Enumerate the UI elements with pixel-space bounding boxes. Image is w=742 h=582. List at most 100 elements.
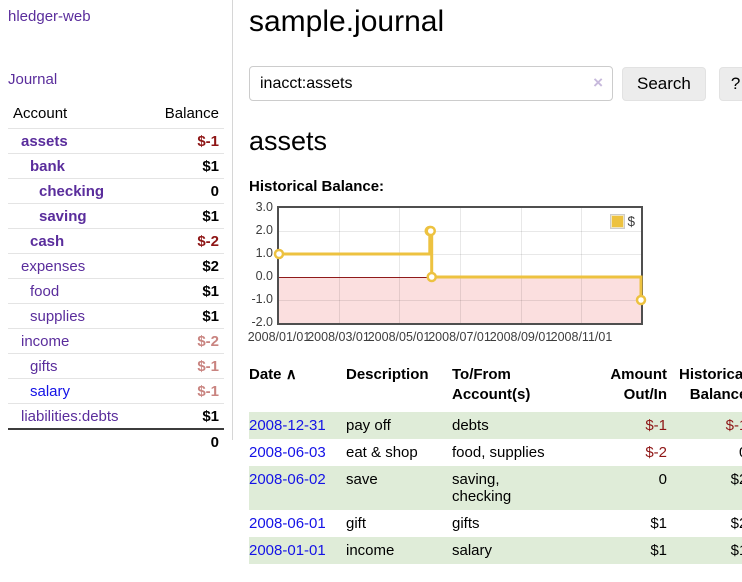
legend-label: $	[627, 214, 635, 229]
register-col-accounts: To/From Account(s)	[452, 363, 577, 412]
register-row: 2008-12-31 pay off debts $-1 $-1	[249, 412, 742, 439]
register-col-accounts-line1: To/From	[452, 366, 511, 383]
account-balance: $-1	[144, 128, 224, 154]
account-link-liabilities-debts[interactable]: liabilities:debts	[21, 407, 119, 425]
register-col-description: Description	[346, 366, 429, 383]
txn-date-link[interactable]: 2008-06-01	[249, 515, 326, 532]
txn-date-link[interactable]: 2008-01-01	[249, 542, 326, 559]
sidebar-item-journal[interactable]: Journal	[8, 71, 58, 88]
account-balance: $2	[144, 253, 224, 279]
txn-date-link[interactable]: 2008-06-02	[249, 471, 326, 488]
account-link-supplies[interactable]: supplies	[30, 307, 86, 325]
legend-swatch-icon	[610, 214, 626, 229]
search-bar: × Search ?	[249, 66, 742, 101]
account-balance: 0	[144, 178, 224, 204]
register-col-amount-line2: Out/In	[623, 386, 667, 403]
txn-amount: $-1	[645, 417, 667, 434]
search-button[interactable]: Search	[622, 66, 706, 101]
page-title: sample.journal	[249, 5, 445, 38]
account-balance: $-2	[144, 228, 224, 254]
account-row: checking 0	[8, 178, 224, 204]
clear-search-icon[interactable]: ×	[593, 73, 603, 92]
historical-balance-chart: $ 3.0 2.0 1.0 0.0 -1.0 -2.0 2008/01/01 2008/03…	[248, 200, 669, 349]
accounts-col-balance: Balance	[164, 105, 219, 122]
account-link-food[interactable]: food	[30, 282, 60, 300]
account-link-salary[interactable]: salary	[30, 382, 71, 400]
account-balance: $1	[144, 303, 224, 329]
x-tick-label: 2008/09/01	[489, 330, 553, 344]
app-title-link[interactable]: hledger-web	[8, 8, 91, 25]
chart-plot[interactable]: $	[273, 206, 647, 325]
y-tick-label: 2.0	[255, 223, 273, 237]
chart-title: Historical Balance:	[249, 178, 385, 195]
register-row: 2008-01-01 income salary $1 $1	[249, 537, 742, 564]
txn-description: eat & shop	[346, 444, 418, 461]
accounts-header-row: Account Balance	[8, 103, 224, 129]
accounts-table: Account Balance assets $-1 bank $1 check…	[8, 103, 224, 454]
register-row: 2008-06-02 save saving, checking 0 $2	[249, 466, 742, 510]
account-balance: $1	[144, 403, 224, 429]
x-tick-label: 2008/07/01	[428, 330, 491, 344]
account-row: gifts $-1	[8, 353, 224, 379]
txn-balance: $2	[730, 471, 742, 488]
register-col-date: Date ∧	[249, 363, 346, 412]
register-table: Date ∧ Description To/From Account(s) Am…	[249, 363, 742, 564]
account-link-bank[interactable]: bank	[30, 157, 66, 175]
account-row: cash $-2	[8, 228, 224, 254]
txn-description: gift	[346, 515, 367, 532]
txn-accounts: food, supplies	[452, 444, 545, 461]
register-col-balance-line2: Balance	[689, 386, 742, 403]
account-row: supplies $1	[8, 303, 224, 329]
chart-data-point	[426, 271, 437, 283]
x-tick-label: 2008/11/01	[550, 330, 613, 344]
account-link-cash[interactable]: cash	[30, 232, 65, 250]
account-link-income[interactable]: income	[21, 332, 70, 350]
account-row: expenses $2	[8, 253, 224, 279]
chart-negative-region	[279, 277, 641, 323]
txn-balance: $1	[730, 542, 742, 559]
y-tick-label: 1.0	[255, 246, 273, 260]
account-link-gifts[interactable]: gifts	[30, 357, 58, 375]
txn-date-link[interactable]: 2008-06-03	[249, 444, 326, 461]
accounts-total-value: 0	[144, 428, 224, 454]
chart-series-svg	[273, 225, 647, 306]
register-col-amount: Amount Out/In	[577, 363, 667, 412]
search-input[interactable]	[249, 66, 613, 101]
account-row: salary $-1	[8, 378, 224, 404]
txn-accounts: saving, checking	[452, 471, 512, 505]
help-button[interactable]: ?	[718, 66, 742, 101]
chart-data-point	[425, 225, 436, 237]
account-balance: $1	[144, 278, 224, 304]
x-tick-label: 2008/03/01	[307, 330, 370, 344]
account-link-assets[interactable]: assets	[21, 132, 68, 150]
chart-legend: $	[609, 213, 637, 230]
chart-data-point	[273, 248, 285, 260]
sidebar-divider	[232, 0, 233, 440]
y-tick-label: -1.0	[251, 292, 273, 306]
accounts-total-row: 0	[8, 428, 224, 454]
register-col-accounts-line2: Account(s)	[452, 386, 531, 403]
txn-accounts: gifts	[452, 515, 480, 532]
account-balance: $-2	[144, 328, 224, 354]
main-content: sample.journal × Search ? assets Histori…	[233, 0, 742, 564]
x-tick-label: 2008/01/01	[247, 330, 311, 344]
account-row: income $-2	[8, 328, 224, 354]
account-link-checking[interactable]: checking	[39, 182, 105, 200]
account-row: saving $1	[8, 203, 224, 229]
account-row: assets $-1	[8, 128, 224, 154]
account-link-saving[interactable]: saving	[39, 207, 87, 225]
account-balance: $1	[144, 153, 224, 179]
txn-amount: $1	[650, 515, 667, 532]
txn-amount: 0	[658, 471, 667, 488]
account-row: bank $1	[8, 153, 224, 179]
page: hledger-web Journal Account Balance asse…	[0, 0, 742, 564]
txn-date-link[interactable]: 2008-12-31	[249, 417, 326, 434]
register-header-row: Date ∧ Description To/From Account(s) Am…	[249, 363, 742, 412]
chart-data-point	[635, 294, 647, 306]
sidebar: hledger-web Journal Account Balance asse…	[0, 0, 233, 564]
txn-balance: $2	[730, 515, 742, 532]
x-tick-label: 2008/05/01	[367, 330, 431, 344]
account-balance: $1	[144, 203, 224, 229]
account-link-expenses[interactable]: expenses	[21, 257, 86, 275]
txn-accounts: debts	[452, 417, 489, 434]
